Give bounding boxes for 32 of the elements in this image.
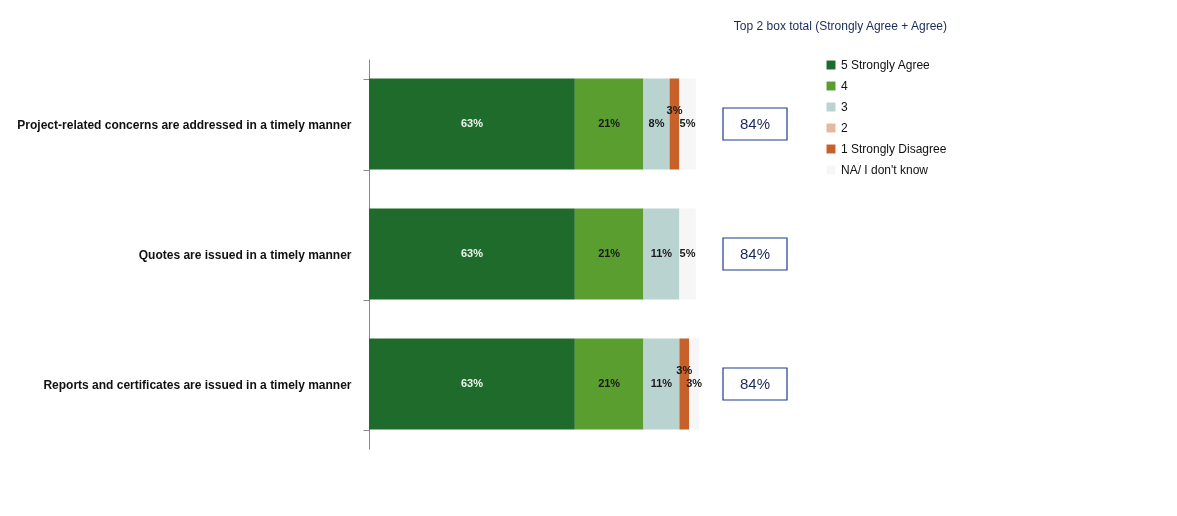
legend-label: 2 bbox=[841, 121, 848, 135]
bar bbox=[369, 338, 575, 430]
data-label: 8% bbox=[648, 117, 665, 129]
legend-label: 1 Strongly Disagree bbox=[841, 142, 947, 156]
text: 84% bbox=[739, 245, 771, 262]
legend-label: NA/ I don't know bbox=[841, 163, 929, 177]
text: 84% bbox=[739, 375, 771, 392]
text: 84% bbox=[739, 115, 771, 132]
data-label: 11% bbox=[650, 247, 673, 259]
data-label: 63% bbox=[460, 117, 484, 129]
y-tick-label: Reports and certificates are issued in a timely manner bbox=[43, 377, 352, 392]
data-label: 21% bbox=[598, 117, 621, 129]
legend-label: 5 Strongly Agree bbox=[841, 58, 931, 72]
data-label: 63% bbox=[460, 247, 484, 259]
bar bbox=[369, 208, 575, 300]
bar bbox=[679, 208, 696, 300]
bar bbox=[369, 78, 575, 170]
data-label: 21% bbox=[598, 247, 621, 259]
bar bbox=[574, 78, 644, 170]
bar bbox=[574, 208, 644, 300]
legend-label: 4 bbox=[841, 79, 848, 93]
y-tick-label: Project-related concerns are addressed in a timely manner bbox=[17, 117, 352, 132]
data-label: 21% bbox=[598, 377, 621, 389]
data-label: 63% bbox=[460, 377, 484, 389]
y-tick-label: Quotes are issued in a timely manner bbox=[138, 247, 352, 262]
bar bbox=[574, 338, 644, 430]
data-label: 11% bbox=[650, 377, 673, 389]
legend-label: 3 bbox=[841, 100, 848, 114]
data-label: 5% bbox=[679, 117, 696, 129]
text: Top 2 box total (Strongly Agree + Agree) bbox=[733, 19, 947, 33]
data-label: 5% bbox=[679, 247, 696, 259]
bar bbox=[643, 208, 680, 300]
